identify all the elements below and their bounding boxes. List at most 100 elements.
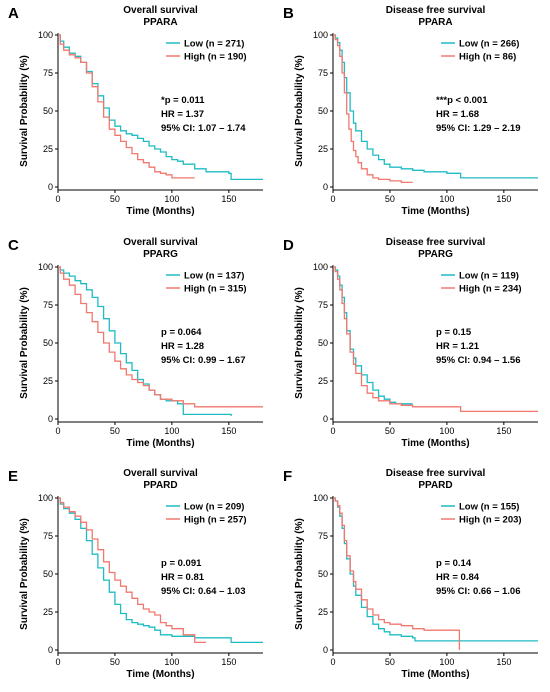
- chart-subtitle: PPARG: [143, 249, 178, 260]
- y-axis-label: Survival Probability (%): [294, 55, 305, 167]
- stat-annotation: ***p < 0.001: [436, 95, 488, 106]
- y-tick-label: 75: [43, 531, 53, 541]
- y-axis-label: Survival Probability (%): [19, 287, 30, 399]
- legend-label: Low (n = 266): [459, 39, 519, 50]
- series-line-low: [333, 266, 413, 405]
- legend-label: High (n = 257): [184, 515, 247, 526]
- y-tick-label: 25: [318, 144, 328, 154]
- x-tick-label: 0: [330, 426, 335, 436]
- legend-label: High (n = 315): [184, 284, 247, 295]
- panel-letter: E: [8, 468, 18, 485]
- legend-label: High (n = 190): [184, 52, 247, 63]
- x-tick-label: 50: [110, 657, 120, 667]
- x-tick-label: 100: [439, 194, 454, 204]
- y-axis-label: Survival Probability (%): [294, 287, 305, 399]
- x-tick-label: 100: [164, 194, 179, 204]
- y-tick-label: 50: [318, 106, 328, 116]
- panel-letter: A: [8, 5, 19, 22]
- y-tick-label: 100: [313, 493, 328, 503]
- stat-annotation: p = 0.14: [436, 558, 472, 569]
- stat-annotation: HR = 1.68: [436, 109, 479, 120]
- x-tick-label: 0: [55, 657, 60, 667]
- stat-annotation: p = 0.064: [161, 327, 202, 338]
- x-axis-label: Time (Months): [401, 206, 469, 217]
- y-tick-label: 100: [38, 30, 53, 40]
- stat-annotation: 95% CI: 1.29 – 2.19: [436, 123, 521, 134]
- chart-title: Overall survival: [123, 237, 198, 248]
- y-tick-label: 50: [318, 569, 328, 579]
- x-tick-label: 0: [55, 426, 60, 436]
- y-tick-label: 75: [43, 68, 53, 78]
- y-tick-label: 100: [38, 493, 53, 503]
- panel-letter: B: [283, 5, 294, 22]
- stat-annotation: 95% CI: 1.07 – 1.74: [161, 123, 246, 134]
- y-tick-label: 0: [48, 645, 53, 655]
- stat-annotation: HR = 1.37: [161, 109, 204, 120]
- y-tick-label: 25: [318, 607, 328, 617]
- chart-subtitle: PPARG: [418, 249, 453, 260]
- x-tick-label: 50: [110, 426, 120, 436]
- legend-label: High (n = 86): [459, 52, 516, 63]
- chart-subtitle: PPARA: [143, 17, 177, 28]
- y-tick-label: 0: [323, 645, 328, 655]
- series-line-high: [58, 266, 263, 408]
- series-line-high: [333, 266, 538, 413]
- stat-annotation: *p = 0.011: [161, 95, 205, 106]
- y-tick-label: 75: [43, 300, 53, 310]
- series-line-high: [58, 497, 207, 644]
- x-tick-label: 50: [110, 194, 120, 204]
- chart-title: Overall survival: [123, 468, 198, 479]
- y-tick-label: 0: [323, 414, 328, 424]
- x-tick-label: 150: [221, 194, 236, 204]
- chart-title: Disease free survival: [386, 237, 486, 248]
- panel-letter: D: [283, 237, 294, 254]
- stat-annotation: HR = 0.81: [161, 572, 205, 583]
- y-tick-label: 50: [43, 569, 53, 579]
- series-line-high: [333, 34, 413, 184]
- chart-subtitle: PPARD: [418, 480, 452, 491]
- y-tick-label: 75: [318, 300, 328, 310]
- x-tick-label: 150: [496, 426, 511, 436]
- x-tick-label: 100: [164, 657, 179, 667]
- x-axis-label: Time (Months): [401, 669, 469, 680]
- y-tick-label: 25: [43, 607, 53, 617]
- series-line-high: [58, 34, 195, 179]
- x-tick-label: 150: [221, 426, 236, 436]
- y-tick-label: 0: [323, 182, 328, 192]
- y-tick-label: 0: [48, 414, 53, 424]
- x-tick-label: 0: [330, 657, 335, 667]
- x-tick-label: 50: [385, 657, 395, 667]
- y-axis-label: Survival Probability (%): [19, 55, 30, 167]
- x-axis-label: Time (Months): [401, 438, 469, 449]
- chart-title: Overall survival: [123, 5, 198, 16]
- x-tick-label: 0: [330, 194, 335, 204]
- y-tick-label: 50: [43, 338, 53, 348]
- x-tick-label: 0: [55, 194, 60, 204]
- legend-label: Low (n = 137): [184, 271, 244, 282]
- x-tick-label: 100: [439, 657, 454, 667]
- y-tick-label: 50: [318, 338, 328, 348]
- stat-annotation: 95% CI: 0.99 – 1.67: [161, 355, 246, 366]
- y-tick-label: 25: [318, 376, 328, 386]
- y-tick-label: 100: [313, 30, 328, 40]
- chart-title: Disease free survival: [386, 468, 486, 479]
- y-axis-label: Survival Probability (%): [294, 518, 305, 630]
- legend-label: Low (n = 271): [184, 39, 244, 50]
- series-line-high: [333, 497, 461, 650]
- panel-letter: F: [283, 468, 292, 485]
- y-tick-label: 0: [48, 182, 53, 192]
- legend-label: High (n = 234): [459, 284, 522, 295]
- y-tick-label: 100: [313, 262, 328, 272]
- x-tick-label: 150: [496, 657, 511, 667]
- stat-annotation: HR = 1.28: [161, 341, 204, 352]
- x-tick-label: 100: [439, 426, 454, 436]
- x-tick-label: 50: [385, 426, 395, 436]
- stat-annotation: p = 0.091: [161, 558, 202, 569]
- chart-subtitle: PPARA: [418, 17, 452, 28]
